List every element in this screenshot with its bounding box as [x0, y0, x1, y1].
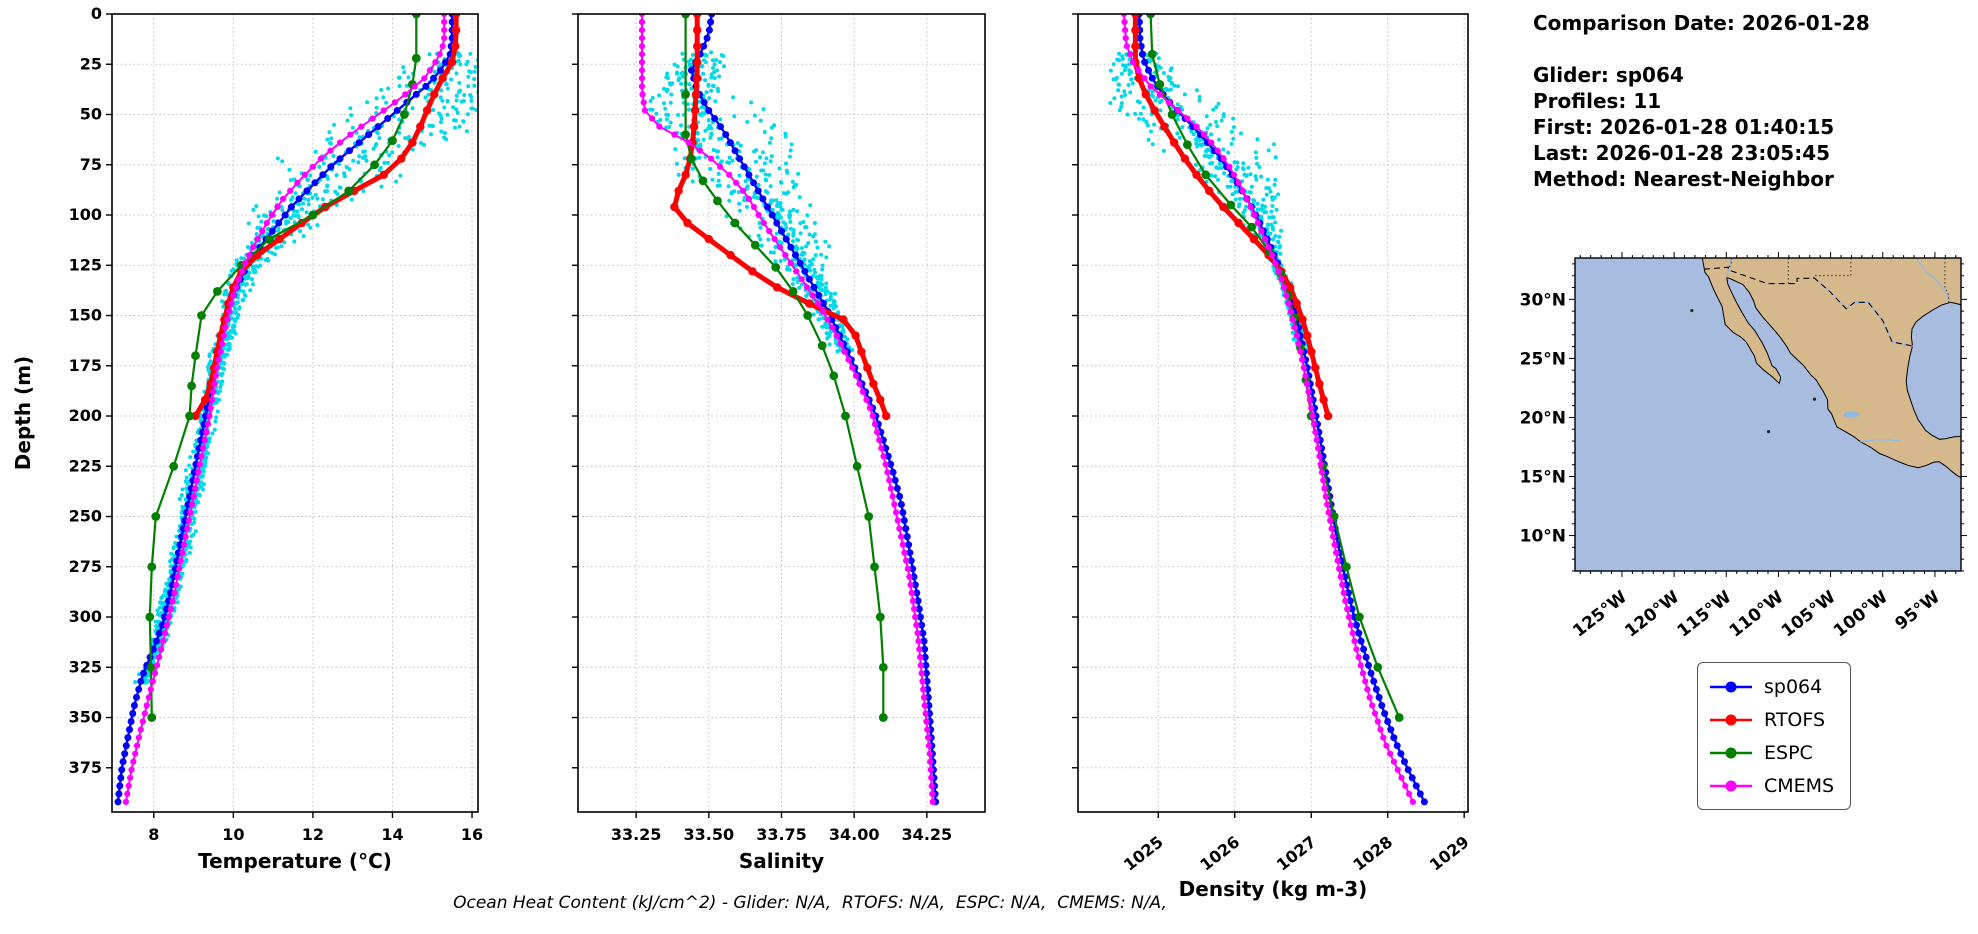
- legend: sp064 RTOFS ESPC CMEMS: [1697, 662, 1852, 810]
- svg-text:125: 125: [69, 255, 102, 274]
- svg-text:105°W: 105°W: [1778, 587, 1840, 642]
- map-panel: 30°N 25°N 20°N 15°N 10°N 125°W120°W115°W110°W…: [1520, 252, 1967, 642]
- svg-text:200: 200: [69, 406, 102, 425]
- legend-item-rtofs: RTOFS: [1708, 703, 1834, 736]
- legend-item-sp064: sp064: [1708, 670, 1834, 703]
- svg-text:125°W: 125°W: [1569, 587, 1631, 642]
- svg-text:25°N: 25°N: [1520, 349, 1566, 369]
- svg-text:10: 10: [222, 825, 244, 844]
- comparison-date-text: Comparison Date: 2026-01-28: [1533, 11, 1870, 35]
- svg-text:Salinity: Salinity: [739, 849, 824, 873]
- svg-text:20°N: 20°N: [1520, 408, 1566, 428]
- svg-text:0: 0: [91, 4, 102, 23]
- svg-text:1026: 1026: [1196, 832, 1243, 874]
- svg-text:12: 12: [302, 825, 324, 844]
- svg-text:Density (kg m-3): Density (kg m-3): [1179, 877, 1368, 901]
- svg-text:34.25: 34.25: [902, 825, 953, 844]
- info-spacer: [1533, 36, 1870, 62]
- svg-text:225: 225: [69, 456, 102, 475]
- svg-text:250: 250: [69, 507, 102, 526]
- svg-text:10°N: 10°N: [1520, 527, 1566, 547]
- legend-marker-line-dot-icon: [1710, 780, 1752, 791]
- svg-text:300: 300: [69, 607, 102, 626]
- last-time-text: Last: 2026-01-28 23:05:45: [1533, 141, 1831, 165]
- info-panel: Comparison Date: 2026-01-28 Glider: sp06…: [1533, 10, 1870, 192]
- svg-text:33.75: 33.75: [756, 825, 807, 844]
- svg-text:33.25: 33.25: [611, 825, 662, 844]
- temperature-plot: 8 10 12 14 16 0 25 50 75 100 125 150 175 200 225 250 275…: [11, 4, 483, 873]
- ohc-caption: Ocean Heat Content (kJ/cm^2) - Glider: N…: [453, 893, 1167, 913]
- svg-text:150: 150: [69, 306, 102, 325]
- svg-text:1029: 1029: [1426, 832, 1473, 874]
- svg-text:375: 375: [69, 758, 102, 777]
- glider-name-text: Glider: sp064: [1533, 63, 1684, 87]
- svg-text:14: 14: [381, 825, 403, 844]
- svg-text:Temperature (°C): Temperature (°C): [198, 849, 392, 873]
- svg-text:33.50: 33.50: [684, 825, 735, 844]
- svg-text:100°W: 100°W: [1830, 587, 1892, 642]
- legend-marker-line-dot-icon: [1710, 681, 1752, 692]
- legend-label: CMEMS: [1764, 774, 1835, 797]
- svg-text:Depth (m): Depth (m): [11, 356, 35, 470]
- legend-marker-line-dot-icon: [1710, 714, 1752, 725]
- legend-label: RTOFS: [1764, 708, 1826, 731]
- svg-text:1025: 1025: [1120, 832, 1167, 874]
- svg-text:275: 275: [69, 557, 102, 576]
- salinity-plot: 33.25 33.50 33.75 34.00 34.25 Salinity: [572, 13, 986, 873]
- legend-item-espc: ESPC: [1708, 736, 1834, 769]
- svg-text:325: 325: [69, 657, 102, 676]
- svg-text:1027: 1027: [1273, 832, 1320, 874]
- svg-text:15°N: 15°N: [1520, 468, 1566, 488]
- svg-text:8: 8: [148, 825, 159, 844]
- svg-text:50: 50: [80, 105, 102, 124]
- profiles-count-text: Profiles: 11: [1533, 89, 1662, 113]
- svg-text:16: 16: [461, 825, 483, 844]
- method-text: Method: Nearest-Neighbor: [1533, 167, 1834, 191]
- legend-label: sp064: [1764, 675, 1823, 698]
- first-time-text: First: 2026-01-28 01:40:15: [1533, 115, 1835, 139]
- svg-text:34.00: 34.00: [829, 825, 880, 844]
- svg-text:75: 75: [80, 155, 102, 174]
- svg-text:175: 175: [69, 356, 102, 375]
- svg-text:25: 25: [80, 54, 102, 73]
- svg-text:95°W: 95°W: [1892, 587, 1945, 634]
- legend-label: ESPC: [1764, 741, 1813, 764]
- svg-text:110°W: 110°W: [1726, 587, 1788, 642]
- svg-text:30°N: 30°N: [1520, 290, 1566, 310]
- svg-text:1028: 1028: [1349, 832, 1396, 874]
- legend-item-cmems: CMEMS: [1708, 769, 1834, 802]
- legend-marker-line-dot-icon: [1710, 747, 1752, 758]
- svg-text:120°W: 120°W: [1621, 587, 1683, 642]
- svg-text:115°W: 115°W: [1674, 587, 1736, 642]
- svg-text:100: 100: [69, 205, 102, 224]
- density-plot: 1025 1026 1027 1028 1029 Density (kg m-3): [1072, 13, 1473, 901]
- svg-text:350: 350: [69, 708, 102, 727]
